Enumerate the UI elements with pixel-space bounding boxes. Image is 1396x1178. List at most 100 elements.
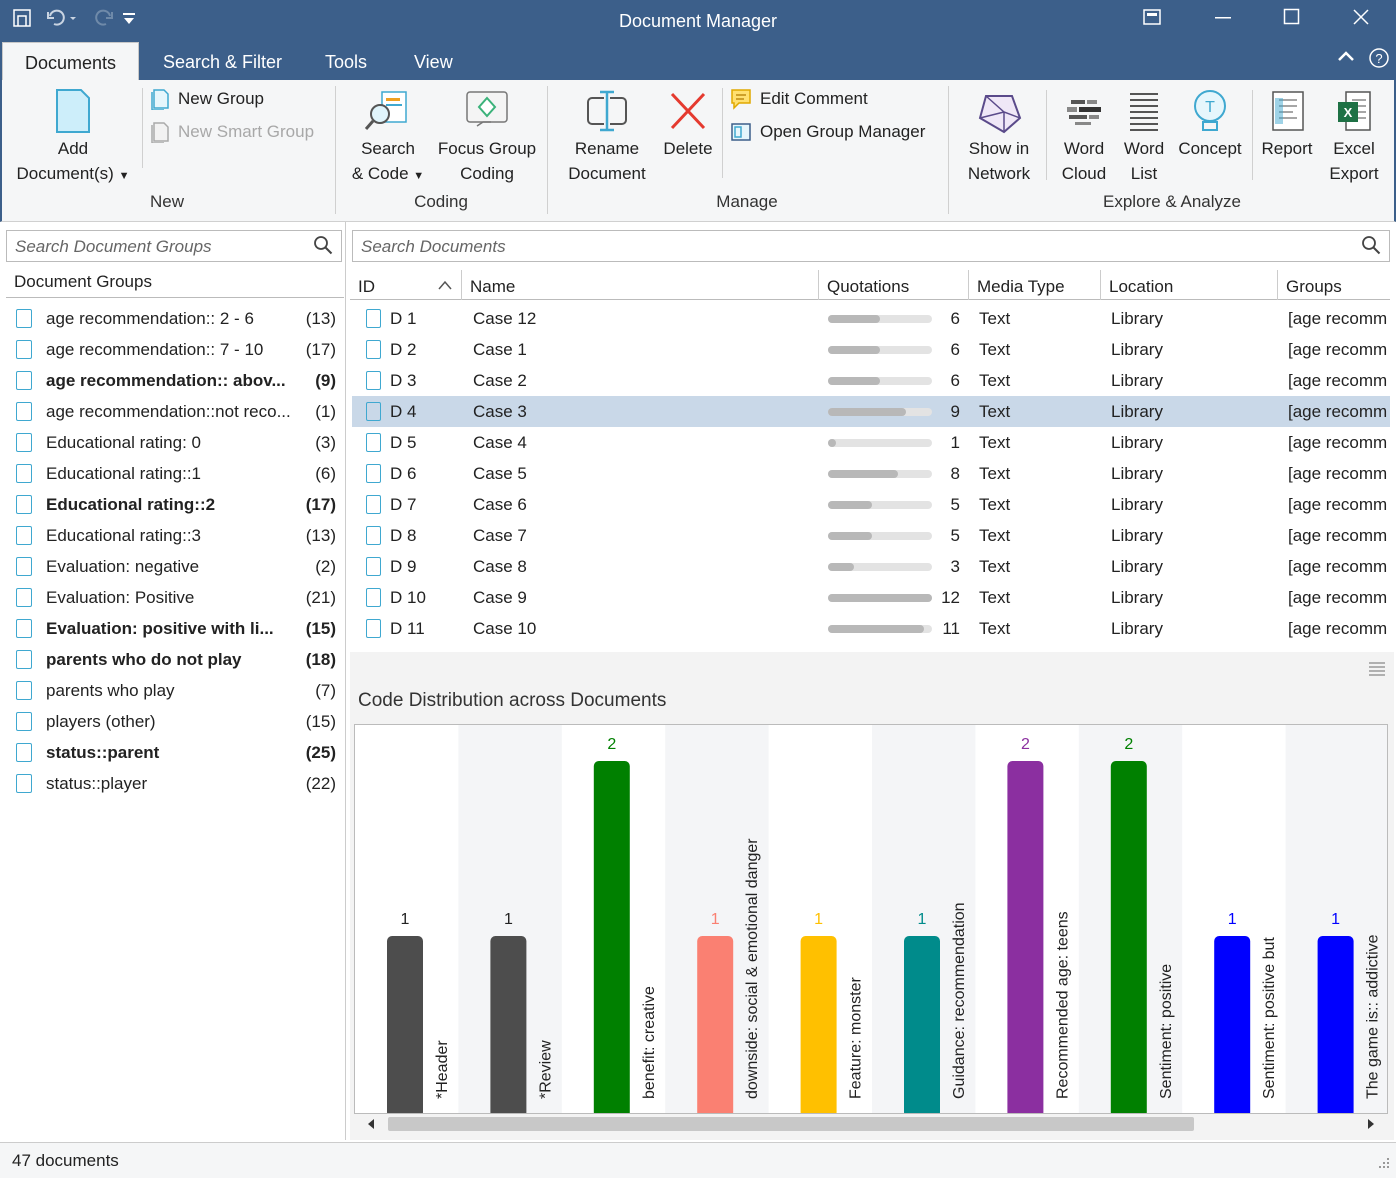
undo-icon[interactable]: [46, 8, 76, 33]
group-item[interactable]: parents who play (7): [16, 675, 336, 706]
group-item[interactable]: Evaluation: Positive (21): [16, 582, 336, 613]
report-icon: [1272, 91, 1304, 131]
redo-icon[interactable]: [92, 8, 122, 33]
group-item[interactable]: Evaluation: negative (2): [16, 551, 336, 582]
column-media-type[interactable]: Media Type: [969, 270, 1101, 300]
close-icon[interactable]: [1352, 8, 1370, 31]
chart-bar[interactable]: [1110, 761, 1147, 1114]
groups-column-header[interactable]: Document Groups: [6, 272, 344, 298]
chart-bar[interactable]: [593, 761, 630, 1114]
new-smart-group-button[interactable]: New Smart Group: [150, 121, 314, 143]
group-item[interactable]: Educational rating::2 (17): [16, 489, 336, 520]
group-count: (17): [305, 339, 336, 359]
doc-name: Case 5: [473, 464, 527, 483]
table-row[interactable]: D 3 Case 2 6 Text Library [age recomm: [352, 365, 1390, 396]
chart-value-label: 1: [1331, 911, 1340, 928]
edit-comment-button[interactable]: Edit Comment: [730, 88, 868, 110]
tab-tools[interactable]: Tools: [325, 52, 368, 72]
group-name: Educational rating::2: [46, 494, 216, 514]
chart-bar[interactable]: [490, 936, 527, 1114]
search-documents-input[interactable]: Search Documents: [352, 230, 1390, 262]
table-row[interactable]: D 6 Case 5 8 Text Library [age recomm: [352, 458, 1390, 489]
chart-bar[interactable]: [800, 936, 837, 1114]
group-item[interactable]: Educational rating::3 (13): [16, 520, 336, 551]
word-list-button[interactable]: Word List: [1118, 88, 1170, 186]
group-item[interactable]: players (other) (15): [16, 706, 336, 737]
tab-documents[interactable]: Documents: [2, 42, 140, 80]
group-item[interactable]: parents who do not play (18): [16, 644, 336, 675]
scroll-thumb[interactable]: [388, 1117, 1194, 1131]
open-group-manager-button[interactable]: Open Group Manager: [730, 121, 925, 143]
doc-quotations: 6: [950, 371, 960, 390]
table-row[interactable]: D 11 Case 10 11 Text Library [age recomm: [352, 613, 1390, 644]
chart-bar[interactable]: [1007, 761, 1044, 1114]
column-name[interactable]: Name: [462, 270, 819, 300]
table-row[interactable]: D 8 Case 7 5 Text Library [age recomm: [352, 520, 1390, 551]
chart-bar[interactable]: [387, 936, 423, 1114]
focus-group-coding-label-1: Focus Group: [437, 139, 537, 158]
help-icon[interactable]: ?: [1368, 47, 1390, 74]
group-item[interactable]: age recommendation:: abov... (9): [16, 365, 336, 396]
chart-bar[interactable]: [1317, 936, 1354, 1114]
concept-button[interactable]: T Concept: [1174, 88, 1246, 161]
add-documents-button[interactable]: Add Document(s) ▼: [12, 88, 134, 189]
document-count: 47 documents: [12, 1151, 119, 1170]
report-button[interactable]: Report: [1256, 88, 1318, 161]
table-row[interactable]: D 10 Case 9 12 Text Library [age recomm: [352, 582, 1390, 613]
tab-view[interactable]: View: [414, 52, 453, 72]
chart-title: Code Distribution across Documents: [358, 690, 667, 711]
chart-horizontal-scrollbar[interactable]: [354, 1114, 1388, 1134]
collapse-ribbon-icon[interactable]: [1337, 48, 1355, 71]
group-item[interactable]: Educational rating: 0 (3): [16, 427, 336, 458]
table-row[interactable]: D 1 Case 12 6 Text Library [age recomm: [352, 303, 1390, 334]
scroll-left-icon[interactable]: [368, 1119, 374, 1129]
focus-group-coding-icon: [466, 91, 508, 127]
document-group-icon: [16, 464, 32, 483]
group-manager-icon: [731, 123, 751, 141]
maximize-icon[interactable]: [1283, 8, 1301, 31]
group-item[interactable]: status::parent (25): [16, 737, 336, 768]
word-cloud-label-2: Cloud: [1061, 164, 1107, 183]
table-row[interactable]: D 2 Case 1 6 Text Library [age recomm: [352, 334, 1390, 365]
show-in-network-button[interactable]: Show in Network: [958, 88, 1040, 186]
group-item[interactable]: Educational rating::1 (6): [16, 458, 336, 489]
minimize-icon[interactable]: [1214, 8, 1232, 31]
column-groups[interactable]: Groups: [1286, 277, 1342, 296]
chart-bar[interactable]: [904, 936, 940, 1114]
word-cloud-button[interactable]: Word Cloud: [1054, 88, 1114, 186]
group-item[interactable]: age recommendation::not reco... (1): [16, 396, 336, 427]
table-row[interactable]: D 4 Case 3 9 Text Library [age recomm: [352, 396, 1390, 427]
search-code-button[interactable]: Search & Code ▼: [348, 88, 428, 189]
column-id[interactable]: ID: [350, 270, 462, 300]
focus-group-coding-button[interactable]: Focus Group Coding: [434, 88, 540, 186]
quotations-bar-fill: [828, 346, 880, 354]
table-row[interactable]: D 5 Case 4 1 Text Library [age recomm: [352, 427, 1390, 458]
ribbon-display-icon[interactable]: [1143, 8, 1161, 31]
excel-export-button[interactable]: X Excel Export: [1322, 88, 1386, 186]
group-item[interactable]: age recommendation:: 2 - 6 (13): [16, 303, 336, 334]
quick-access-dropdown-icon[interactable]: [122, 8, 136, 33]
group-item[interactable]: Evaluation: positive with li... (15): [16, 613, 336, 644]
new-group-button[interactable]: New Group: [150, 88, 264, 110]
quotations-bar: [828, 408, 932, 416]
table-row[interactable]: D 9 Case 8 3 Text Library [age recomm: [352, 551, 1390, 582]
column-quotations[interactable]: Quotations: [819, 270, 969, 300]
tab-search-filter[interactable]: Search & Filter: [163, 52, 283, 72]
panel-menu-icon[interactable]: [1368, 660, 1386, 681]
search-icon[interactable]: [1361, 235, 1381, 260]
group-item[interactable]: status::player (22): [16, 768, 336, 799]
group-name: Educational rating::1: [46, 463, 201, 483]
new-group-icon: [151, 89, 169, 110]
resize-grip-icon[interactable]: [1378, 1154, 1390, 1174]
table-row[interactable]: D 7 Case 6 5 Text Library [age recomm: [352, 489, 1390, 520]
column-location[interactable]: Location: [1101, 270, 1278, 300]
chart-bar[interactable]: [697, 936, 734, 1114]
search-icon[interactable]: [313, 235, 333, 260]
group-item[interactable]: age recommendation:: 7 - 10 (17): [16, 334, 336, 365]
rename-document-button[interactable]: Rename Document: [560, 88, 654, 186]
delete-button[interactable]: Delete: [660, 88, 716, 161]
group-count: (13): [305, 525, 336, 545]
scroll-right-icon[interactable]: [1368, 1119, 1374, 1129]
search-groups-input[interactable]: Search Document Groups: [6, 230, 342, 262]
chart-bar[interactable]: [1214, 936, 1251, 1114]
